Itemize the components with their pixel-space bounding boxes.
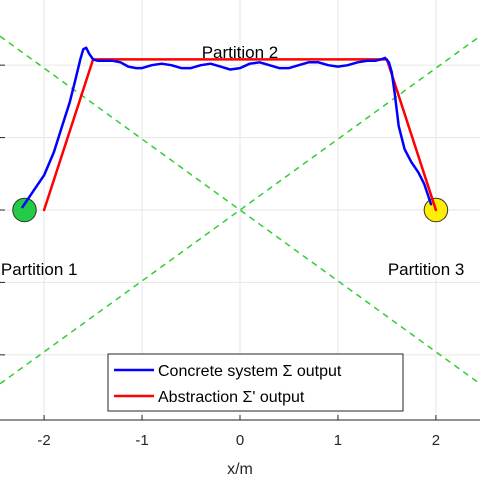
annotations: Partition 2 Partition 1 Partition 3: [1, 43, 464, 279]
legend-label-abstraction: Abstraction Σ' output: [158, 389, 305, 406]
x-tick-label-1: -1: [135, 432, 148, 449]
x-tick-label-3: 1: [334, 432, 342, 449]
series-lines: [21, 46, 438, 212]
x-tick-label-4: 2: [432, 432, 440, 449]
partition-label-1: Partition 1: [1, 260, 78, 279]
legend-box: [107, 353, 404, 412]
x-axis-label: x/m: [227, 461, 253, 478]
legend: Concrete system Σ output Abstraction Σ' …: [107, 353, 404, 412]
region-circle-0: [12, 197, 37, 223]
x-ticks: -2 -1 0 1 2: [0, 64, 440, 449]
x-tick-label-2: 0: [236, 432, 244, 449]
partition-label-0: Partition 2: [202, 43, 279, 62]
series-line-1: [42, 58, 438, 212]
x-tick-label-0: -2: [37, 432, 50, 449]
partition-label-2: Partition 3: [388, 260, 465, 279]
series-line-0: [21, 46, 433, 209]
legend-label-concrete: Concrete system Σ output: [158, 363, 342, 380]
